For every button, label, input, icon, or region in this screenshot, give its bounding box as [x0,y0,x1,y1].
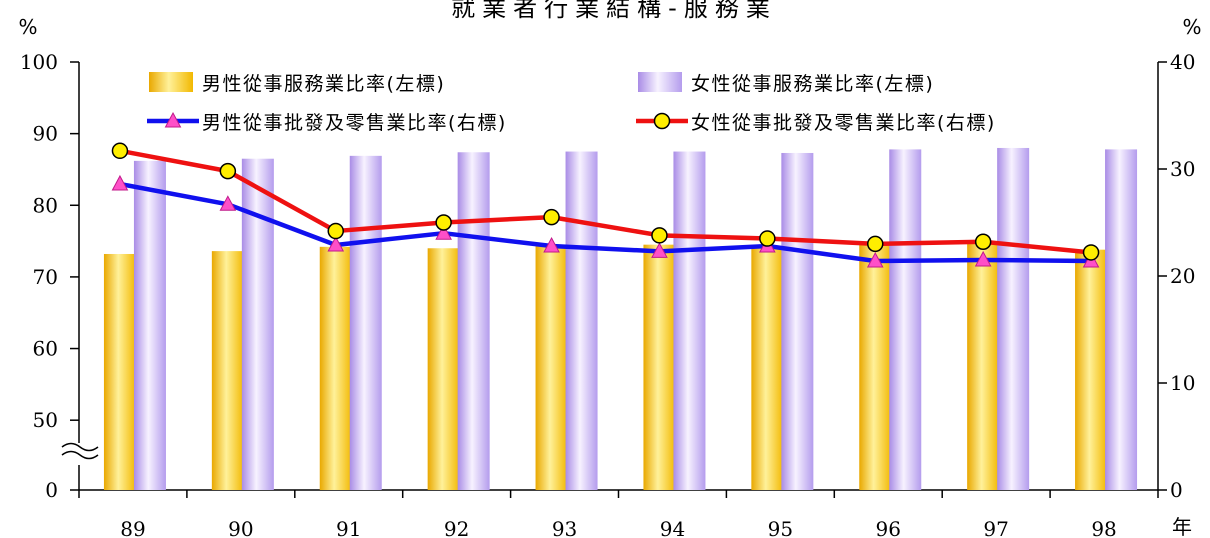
bar-male-service [211,251,244,490]
marker-female-retail [974,233,992,251]
bar-male-service [751,246,784,490]
bar-female-service [781,152,814,490]
legend-marker-circle [653,112,671,130]
bar-male-service [319,246,352,490]
line-female-retail [119,148,1092,255]
axis-break-mask [60,443,100,465]
bar-female-service [889,149,922,490]
line-male-retail [119,181,1092,264]
marker-female-retail [111,142,129,160]
marker-male-retail [866,251,884,268]
x-axis-label: 年 [1172,515,1192,538]
left-tick-label: 50 [33,408,58,432]
axes: 0 50 60 70 80 90 100 0 10 20 30 40 89 90 91 92 93 94 95 96 9… [20,50,1196,538]
right-tick-label: 20 [1170,264,1195,288]
left-tick-label: 60 [33,337,58,361]
right-tick-label: 0 [1170,478,1183,502]
bar-series-group [103,147,1138,491]
right-tick-label: 10 [1170,371,1195,395]
marker-female-retail [219,162,237,180]
marker-male-retail [435,224,452,240]
marker-male-retail [974,250,992,267]
left-axis-unit: % [18,15,37,39]
marker-female-retail [543,208,560,226]
marker-female-retail [651,227,668,244]
legend-swatch-male-service [149,72,193,92]
axis-break-mark [60,442,100,465]
bar-female-service [1105,149,1138,490]
bar-male-service [1075,249,1108,490]
legend-label: 女性從事服務業比率(左標) [691,73,934,95]
marker-male-retail [111,174,129,191]
bar-female-service [241,158,274,490]
marker-male-retail [219,195,237,211]
axis-break-wave [61,442,99,452]
x-tick-label: 97 [983,517,1008,538]
legend-marker-triangle [164,111,182,128]
marker-female-retail [435,214,452,231]
left-tick-label: 80 [33,193,58,217]
axis-break-wave [61,450,99,460]
bar-female-service [565,151,598,490]
legend: 男性從事服務業比率(左標) 女性從事服務業比率(左標) 男性從事批發及零售業比率(右… [147,72,996,134]
x-tick-label: 95 [768,517,793,538]
marker-female-retail [1082,244,1100,261]
x-tick-label: 90 [228,517,253,538]
bar-male-service [103,253,136,490]
bar-female-service [457,152,490,490]
bar-male-service [535,245,568,490]
right-axis-unit: % [1182,15,1201,39]
right-tick-label: 30 [1170,157,1195,181]
marker-male-retail [651,242,668,258]
bar-female-service [997,147,1030,491]
left-tick-label: 100 [20,50,58,74]
bar-female-service [133,160,166,490]
left-tick-label: 0 [45,478,58,502]
x-tick-label: 93 [552,517,577,538]
x-tick-label: 94 [660,517,685,538]
x-tick-label: 92 [444,517,469,538]
chart-title: 就業者行業結構-服務業 [451,0,777,22]
left-tick-label: 70 [33,265,58,289]
x-tick-label: 91 [336,517,361,538]
legend-label: 女性從事批發及零售業比率(右標) [691,112,996,134]
marker-female-retail [327,222,344,240]
marker-male-retail [327,235,345,252]
right-tick-label: 40 [1170,50,1195,74]
marker-female-retail [759,230,776,247]
bar-male-service [859,244,892,490]
x-tick-label: 89 [120,517,145,538]
line-series-group [111,142,1100,268]
bar-male-service [427,248,460,490]
bar-male-service [967,242,1000,490]
x-tick-label: 98 [1091,517,1116,538]
bar-male-service [643,244,676,490]
left-tick-label: 90 [33,122,58,146]
marker-female-retail [867,235,884,253]
x-tick-label: 96 [876,517,901,538]
legend-swatch-female-service [638,72,682,92]
bar-female-service [349,155,382,491]
marker-male-retail [543,236,560,253]
bar-female-service [673,151,706,490]
legend-label: 男性從事服務業比率(左標) [202,73,445,95]
legend-label: 男性從事批發及零售業比率(右標) [202,112,507,134]
